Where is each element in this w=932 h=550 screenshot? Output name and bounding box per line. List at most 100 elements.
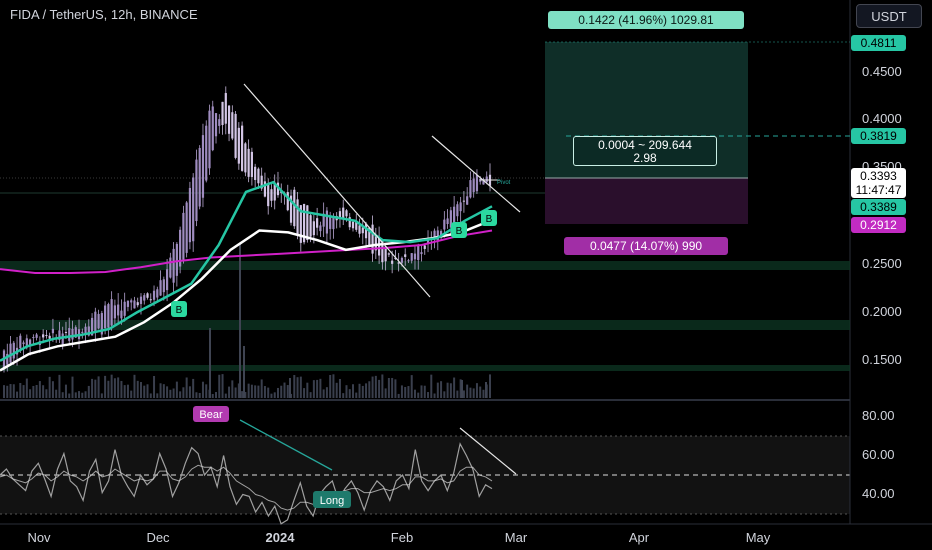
candle-body [97,313,100,329]
price-tick: 0.2000 [862,304,902,319]
candle-body [322,213,325,227]
volume-bar [472,388,475,398]
rsi-tick: 80.00 [862,408,895,423]
volume-bar [231,380,234,398]
volume-bar [309,392,312,398]
volume-bar [87,385,90,398]
rsi-signal-line [0,464,493,511]
candle-body [35,334,38,338]
candle-body [120,310,123,319]
trendline-down[interactable] [431,135,521,213]
bear-divergence-marker: Bear [193,406,229,422]
volume-bar [100,393,103,398]
candle-body [110,299,113,326]
price-axis[interactable]: 0.4500 0.4000 0.3500 0.2500 0.2000 0.150… [862,64,902,501]
volume-bar [485,382,487,398]
volume-bar [329,375,332,398]
ema-green-line [0,180,493,362]
candle-body [384,246,387,262]
candle-body [355,221,358,230]
price-tick: 0.4000 [862,111,902,126]
candle-body [446,218,449,225]
volume-bar [35,384,38,398]
risk-reward-line1: 0.0004 ~ 209.644 [598,138,692,152]
volume-bar [374,375,377,398]
candle-body [195,159,198,222]
candle-body [302,203,306,243]
candle-body [338,211,342,219]
trendline-down[interactable] [243,83,431,298]
volume-bar [169,389,172,398]
target-label[interactable]: 0.1422 (41.96%) 1029.81 [548,11,744,29]
volume-bar [371,376,374,398]
candle-body [241,125,244,171]
volume-bar [461,380,463,398]
candle-body [179,229,182,267]
candle-body [462,200,466,202]
candle-body [162,279,165,293]
candle-body [130,300,133,303]
volume-bar [6,385,9,398]
time-tick: Nov [27,530,51,545]
support-zone [0,320,850,330]
volume-bar [276,387,279,398]
candle-body [19,335,22,349]
candle-body [443,219,446,230]
candle-body [420,252,423,255]
volume-bar [215,392,218,398]
rsi-tick: 60.00 [862,447,895,462]
stop-zone[interactable] [545,178,748,224]
candle-body [51,328,55,334]
volume-bar [430,374,433,398]
support-zone [0,365,850,371]
candle-body [296,199,299,235]
candle-body [293,189,296,227]
volume-bar [316,379,319,398]
volume-bar [404,386,407,398]
candle-body [250,151,253,177]
stop-label[interactable]: 0.0477 (14.07%) 990 [564,237,728,255]
currency-button[interactable]: USDT [856,4,922,28]
candle-body [146,293,149,298]
symbol-title[interactable]: FIDA / TetherUS, 12h, BINANCE [10,7,198,22]
candle-body [48,335,51,339]
volume-bar [325,387,328,398]
risk-reward-label[interactable]: 0.0004 ~ 209.644 2.98 [573,136,717,166]
candle-body [9,343,12,363]
volume-bar [130,390,133,398]
volume-bar [286,385,289,398]
candle-body [381,240,384,263]
candle-body [136,302,139,306]
volume-bar [482,389,485,398]
candle-body [90,317,94,336]
candle-body [472,178,475,193]
candle-body [32,337,35,339]
volume-bar [205,384,208,398]
rsi-trendline[interactable] [459,427,517,475]
candle-body [61,333,64,345]
volume-bar [322,389,325,398]
volume-bar [489,374,491,398]
volume-bar [162,384,165,398]
volume-bar [243,346,245,398]
time-tick: Apr [629,530,650,545]
candle-body [221,101,224,126]
volume-bar [25,378,28,398]
candle-body [156,289,159,298]
volume-bar [58,374,61,398]
volume-bar [459,379,462,398]
volume-bar [3,385,5,398]
volume-bar [433,393,436,398]
volume-bar [394,379,397,398]
time-axis[interactable]: Nov Dec 2024 Feb Mar Apr May [27,530,770,545]
time-tick: 2024 [266,530,296,545]
stop-price-tag: 0.2912 [851,217,906,233]
candle-body [227,105,231,134]
candle-body [159,280,162,296]
volume-bar [342,393,345,398]
volume-bar [440,381,443,398]
candle-body [68,328,71,341]
candle-body [169,257,172,278]
